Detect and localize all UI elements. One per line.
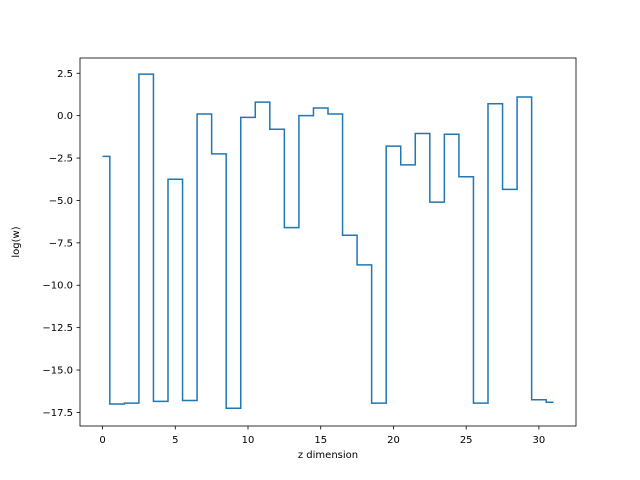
x-tick-label: 25 xyxy=(460,435,473,446)
x-tick-label: 0 xyxy=(99,435,105,446)
series-layer xyxy=(102,73,554,409)
y-tick-label: −7.5 xyxy=(49,238,73,249)
x-tick-label: 10 xyxy=(242,435,255,446)
x-tick-label: 20 xyxy=(387,435,400,446)
series-line-0 xyxy=(102,73,554,409)
y-tick-label: −5.0 xyxy=(49,196,73,207)
x-tick-label: 30 xyxy=(533,435,546,446)
y-tick-label: 0.0 xyxy=(57,111,73,122)
y-tick-label: −12.5 xyxy=(42,323,73,334)
plot-frame xyxy=(79,57,577,427)
y-tick-label: −15.0 xyxy=(42,366,73,377)
x-tick-label: 15 xyxy=(314,435,327,446)
x-axis-label: z dimension xyxy=(298,450,358,461)
y-axis-label: log(w) xyxy=(11,226,22,257)
x-tick-label: 5 xyxy=(172,435,178,446)
y-axis: 2.5 0.0 −2.5 −5.0 −7.5 −10.0 −12.5 −15.0 −17.5 xyxy=(42,69,80,419)
y-tick-label: −10.0 xyxy=(42,281,73,292)
y-tick-label: −2.5 xyxy=(49,154,73,165)
y-tick-label: 2.5 xyxy=(57,69,73,80)
x-axis: 0 5 10 15 20 25 30 xyxy=(99,426,545,446)
y-tick-label: −17.5 xyxy=(42,408,73,419)
